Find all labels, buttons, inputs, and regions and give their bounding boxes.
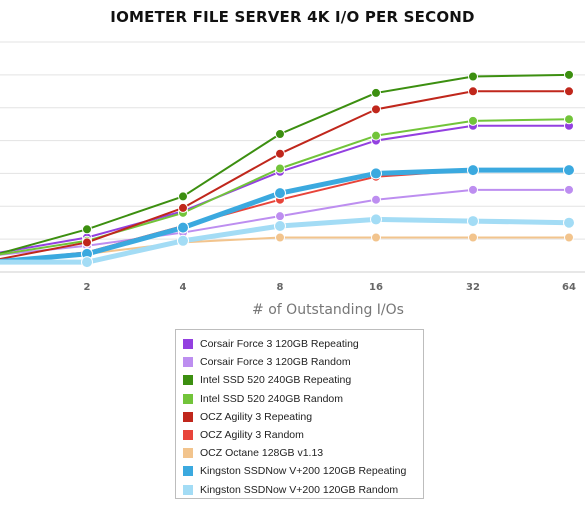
legend-label: Kingston SSDNow V+200 120GB Random [200,483,399,496]
data-point [371,194,381,205]
legend-swatch [183,357,193,368]
legend-label: Corsair Force 3 120GB Repeating [200,338,359,351]
legend-item: OCZ Agility 3 Random [183,426,423,444]
legend-label: Corsair Force 3 120GB Random [200,356,351,369]
series-points [81,69,575,269]
legend: Corsair Force 3 120GB Repeating Corsair F… [175,329,424,499]
x-tick-label: 8 [277,282,284,293]
legend-swatch [183,339,193,350]
data-point [467,215,479,228]
legend-swatch [183,448,193,459]
legend-swatch [183,484,193,495]
legend-label: OCZ Octane 128GB v1.13 [200,447,324,460]
data-point [82,224,92,235]
data-point [468,184,478,195]
legend-label: Intel SSD 520 240GB Repeating [200,374,352,387]
data-point [178,202,188,213]
legend-label: Kingston SSDNow V+200 120GB Repeating [200,465,407,478]
data-point [564,86,574,97]
data-point [563,164,575,177]
data-point [371,130,381,141]
x-tick-label: 4 [180,282,187,293]
legend-item: Corsair Force 3 120GB Random [183,353,423,371]
legend-item: Kingston SSDNow V+200 120GB Repeating [183,462,423,480]
gridlines [0,41,585,273]
chart-title: IOMETER FILE SERVER 4K I/O PER SECOND [110,8,475,26]
data-point [370,167,382,180]
data-point [564,232,574,243]
data-point [564,184,574,195]
data-point [563,216,575,229]
x-tick-label: 64 [562,282,576,293]
legend-swatch [183,430,193,441]
data-point [274,220,286,232]
data-point [81,256,93,269]
legend-swatch [183,393,193,404]
x-tick-label: 2 [84,282,91,293]
legend-item: Intel SSD 520 240GB Random [183,390,423,408]
data-point [468,71,478,82]
x-axis-title: # of Outstanding I/Os [252,302,404,318]
legend-item: OCZ Agility 3 Repeating [183,408,423,426]
data-point [564,69,574,80]
data-point [467,164,479,177]
data-point [468,115,478,126]
data-point [371,104,381,115]
data-point [275,163,285,174]
data-point [177,221,189,234]
x-tick-labels: 2 4 8 16 32 64 [84,282,576,293]
legend-label: Intel SSD 520 240GB Random [200,392,344,405]
legend-label: OCZ Agility 3 Random [200,429,304,442]
data-point [178,191,188,202]
data-point [468,232,478,243]
data-point [275,129,285,139]
legend-item: OCZ Octane 128GB v1.13 [183,444,423,462]
data-point [275,232,285,243]
legend-swatch [183,411,193,422]
data-point [564,114,574,125]
data-point [371,87,381,98]
legend-item: Intel SSD 520 240GB Repeating [183,371,423,389]
data-point [177,234,189,247]
data-point [275,148,285,159]
x-tick-label: 16 [369,282,383,293]
x-tick-label: 32 [466,282,480,293]
data-point [370,213,382,226]
legend-swatch [183,466,193,477]
data-point [82,237,92,248]
data-point [274,187,286,200]
data-point [371,232,381,243]
data-point [468,86,478,97]
legend-swatch [183,375,193,386]
legend-item: Corsair Force 3 120GB Repeating [183,335,423,353]
legend-label: OCZ Agility 3 Repeating [200,410,313,423]
data-point [275,211,285,222]
plot-area: 2 4 8 16 32 64 # of Outstanding I/Os [0,41,585,318]
legend-item: Kingston SSDNow V+200 120GB Random [183,481,423,499]
